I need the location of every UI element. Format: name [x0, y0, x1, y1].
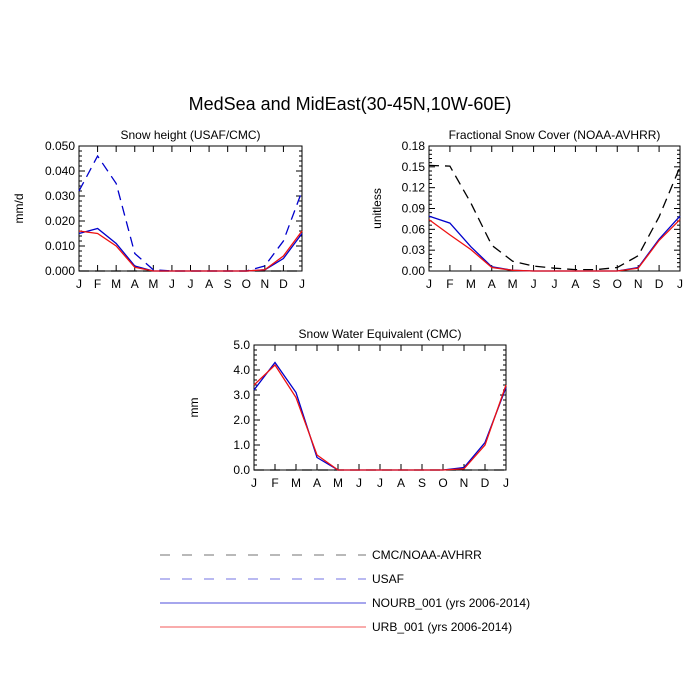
plot-frame — [78, 145, 303, 272]
x-tick-label: O — [613, 277, 622, 291]
series-line-usaf — [78, 154, 303, 272]
series-line-urb-001-yrs-2006-2014 — [78, 230, 303, 272]
y-tick-label: 0.040 — [45, 164, 75, 178]
x-tick-label: M — [466, 277, 476, 291]
x-tick-label: J — [531, 277, 537, 291]
y-tick-label: 0.06 — [402, 222, 426, 236]
series-line-nourb-001-yrs-2006-2014 — [253, 361, 507, 471]
series-line-nourb-001-yrs-2006-2014 — [78, 227, 303, 272]
x-tick-label: S — [224, 277, 232, 291]
x-tick-label: S — [418, 476, 426, 490]
y-tick-label: 0.000 — [45, 264, 75, 278]
y-tick-label: 0.15 — [402, 160, 426, 174]
y-tick-label: 0.050 — [45, 139, 75, 153]
y-tick-label: 0.12 — [402, 181, 426, 195]
y-tick-label: 0.020 — [45, 214, 75, 228]
panel-snow-water-equivalent: Snow Water Equivalent (CMC) 0.0 1.0 2.0 3.0 4… — [187, 327, 509, 490]
x-tick-label: F — [94, 277, 101, 291]
legend-label: USAF — [372, 572, 404, 586]
x-tick-label: A — [131, 277, 139, 291]
y-tick-label: 0.010 — [45, 239, 75, 253]
x-tick-label: M — [508, 277, 518, 291]
x-tick-label: O — [242, 277, 251, 291]
x-tick-label: N — [634, 277, 643, 291]
x-tick-label: O — [438, 476, 447, 490]
x-tick-label: J — [251, 476, 257, 490]
x-tick-label: J — [169, 277, 175, 291]
x-tick-label: J — [677, 277, 683, 291]
x-tick-label: A — [571, 277, 579, 291]
y-tick-label: 0.03 — [402, 243, 426, 257]
x-tick-label: J — [552, 277, 558, 291]
x-tick-label: J — [299, 277, 305, 291]
x-tick-label: M — [148, 277, 158, 291]
x-tick-label: J — [188, 277, 194, 291]
x-tick-label: J — [426, 277, 432, 291]
x-tick-label: S — [592, 277, 600, 291]
series-line-urb-001-yrs-2006-2014 — [253, 363, 507, 471]
x-tick-label: D — [655, 277, 664, 291]
y-tick-label: 0.09 — [402, 202, 426, 216]
y-tick-label: 0.0 — [233, 463, 250, 477]
x-tick-label: M — [291, 476, 301, 490]
x-tick-label: A — [313, 476, 321, 490]
panel-title: Snow height (USAF/CMC) — [120, 128, 260, 142]
series-line-cmc-noaa-avhrr — [428, 164, 681, 271]
panel-title: Fractional Snow Cover (NOAA-AVHRR) — [449, 128, 661, 142]
x-tick-label: J — [377, 476, 383, 490]
y-tick-label: 2.0 — [233, 413, 250, 427]
x-tick-label: A — [205, 277, 213, 291]
x-tick-label: M — [333, 476, 343, 490]
legend-label: CMC/NOAA-AVHRR — [372, 548, 482, 562]
y-axis-label: mm — [187, 398, 201, 418]
y-tick-label: 1.0 — [233, 438, 250, 452]
y-tick-label: 0.030 — [45, 189, 75, 203]
x-tick-label: M — [111, 277, 121, 291]
series-line-urb-001-yrs-2006-2014 — [428, 219, 681, 272]
x-tick-label: A — [397, 476, 405, 490]
plot-frame — [253, 344, 507, 471]
x-tick-label: N — [460, 476, 469, 490]
x-tick-label: D — [481, 476, 490, 490]
plot-frame — [428, 145, 681, 272]
y-tick-label: 4.0 — [233, 363, 250, 377]
legend: CMC/NOAA-AVHRR USAF NOURB_001 (yrs 2006-20… — [160, 548, 530, 634]
legend-label: URB_001 (yrs 2006-2014) — [372, 620, 512, 634]
x-tick-label: J — [76, 277, 82, 291]
figure-title: MedSea and MidEast(30-45N,10W-60E) — [189, 94, 512, 114]
x-tick-label: J — [503, 476, 509, 490]
legend-label: NOURB_001 (yrs 2006-2014) — [372, 596, 530, 610]
panel-snow-height: Snow height (USAF/CMC) 0.000 0.010 0.020 0.0… — [12, 128, 305, 291]
y-tick-label: 3.0 — [233, 388, 250, 402]
x-tick-label: J — [356, 476, 362, 490]
x-tick-label: F — [446, 277, 453, 291]
y-tick-label: 0.00 — [402, 264, 426, 278]
y-tick-label: 0.18 — [402, 139, 426, 153]
panel-title: Snow Water Equivalent (CMC) — [299, 327, 462, 341]
x-tick-label: D — [279, 277, 288, 291]
y-axis-label: unitless — [370, 188, 384, 229]
y-axis-label: mm/d — [12, 194, 26, 224]
panel-fractional-snow-cover: Fractional Snow Cover (NOAA-AVHRR) 0.00 0.… — [370, 128, 683, 291]
x-tick-label: N — [260, 277, 269, 291]
x-tick-label: A — [488, 277, 496, 291]
x-tick-label: F — [271, 476, 278, 490]
y-tick-label: 5.0 — [233, 338, 250, 352]
